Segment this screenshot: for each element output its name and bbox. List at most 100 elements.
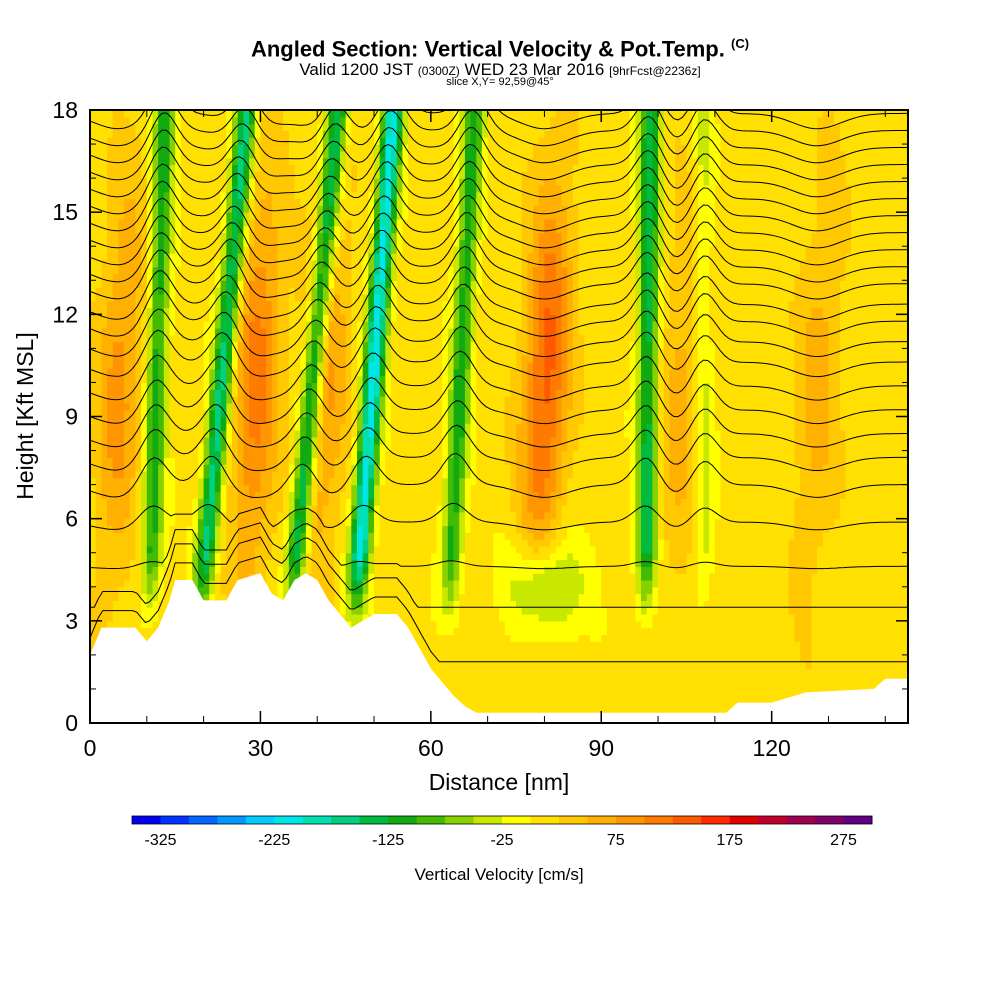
field-cell: [277, 205, 284, 213]
field-cell: [374, 341, 381, 349]
field-cell: [362, 348, 369, 356]
field-cell: [175, 130, 182, 138]
field-cell: [249, 409, 256, 418]
field-cell: [374, 470, 381, 479]
field-cell: [266, 436, 273, 445]
field-cell: [311, 259, 318, 268]
field-cell: [209, 498, 216, 506]
field-cell: [220, 423, 227, 431]
field-cell: [305, 266, 313, 275]
field-cell: [300, 157, 307, 166]
field-cell: [379, 484, 386, 493]
field-cell: [112, 212, 119, 220]
field-cell: [266, 259, 273, 268]
field-cell: [249, 464, 256, 472]
field-cell: [351, 327, 358, 336]
field-cell: [271, 150, 279, 159]
field-cell: [101, 430, 108, 438]
field-cell: [169, 253, 176, 261]
field-cell: [345, 178, 352, 186]
field-cell: [101, 348, 108, 356]
field-cell: [192, 150, 199, 159]
field-cell: [328, 171, 335, 179]
field-cell: [175, 457, 182, 465]
field-cell: [237, 266, 244, 275]
field-cell: [385, 239, 392, 247]
field-cell: [214, 484, 222, 493]
field-cell: [163, 443, 171, 452]
field-cell: [277, 246, 284, 254]
field-cell: [385, 225, 392, 234]
field-cell: [232, 280, 239, 288]
field-cell: [271, 232, 279, 241]
field-cell: [146, 205, 154, 213]
field-cell: [334, 532, 341, 540]
field-cell: [260, 341, 267, 349]
field-cell: [203, 130, 210, 138]
field-cell: [374, 579, 381, 588]
field-cell: [158, 232, 165, 241]
field-cell: [379, 470, 386, 479]
field-cell: [271, 436, 279, 445]
field-cell: [197, 368, 205, 377]
field-cell: [322, 477, 330, 486]
field-cell: [368, 321, 375, 329]
field-cell: [95, 259, 102, 268]
field-cell: [226, 375, 233, 384]
field-cell: [186, 362, 193, 370]
field-cell: [288, 464, 296, 472]
field-cell: [311, 409, 318, 418]
field-cell: [283, 450, 290, 458]
field-cell: [374, 184, 381, 193]
field-cell: [129, 368, 137, 377]
field-cell: [220, 375, 227, 384]
field-cell: [288, 110, 296, 118]
field-cell: [351, 409, 358, 418]
field-cell: [146, 573, 154, 581]
field-cell: [249, 477, 256, 486]
field-cell: [266, 566, 273, 574]
field-cell: [402, 484, 409, 493]
field-cell: [214, 362, 222, 370]
field-cell: [356, 525, 364, 533]
field-cell: [317, 266, 324, 275]
field-cell: [180, 225, 188, 234]
field-cell: [317, 443, 324, 452]
field-cell: [237, 464, 244, 472]
field-cell: [334, 423, 341, 431]
field-cell: [214, 144, 222, 152]
field-cell: [135, 116, 142, 125]
field-cell: [300, 477, 307, 486]
field-cell: [112, 137, 119, 145]
field-cell: [345, 157, 352, 166]
field-cell: [209, 470, 216, 479]
field-cell: [220, 205, 227, 213]
field-cell: [237, 157, 244, 166]
field-cell: [322, 239, 330, 247]
field-cell: [402, 450, 409, 458]
field-cell: [317, 457, 324, 465]
field-cell: [317, 273, 324, 281]
field-cell: [209, 314, 216, 322]
field-cell: [158, 321, 165, 329]
field-cell: [90, 150, 97, 159]
field-cell: [243, 423, 250, 431]
field-cell: [146, 566, 154, 574]
field-cell: [95, 273, 102, 281]
field-cell: [197, 525, 205, 533]
field-cell: [271, 484, 279, 493]
field-cell: [328, 144, 335, 152]
field-cell: [300, 212, 307, 220]
field-cell: [334, 341, 341, 349]
field-cell: [112, 348, 119, 356]
field-cell: [203, 355, 210, 363]
field-cell: [368, 450, 375, 458]
field-cell: [254, 545, 262, 554]
field-cell: [374, 600, 381, 608]
field-cell: [152, 355, 159, 363]
field-cell: [254, 430, 262, 438]
field-cell: [237, 314, 244, 322]
field-cell: [129, 355, 137, 363]
field-cell: [124, 430, 131, 438]
field-cell: [203, 341, 210, 349]
